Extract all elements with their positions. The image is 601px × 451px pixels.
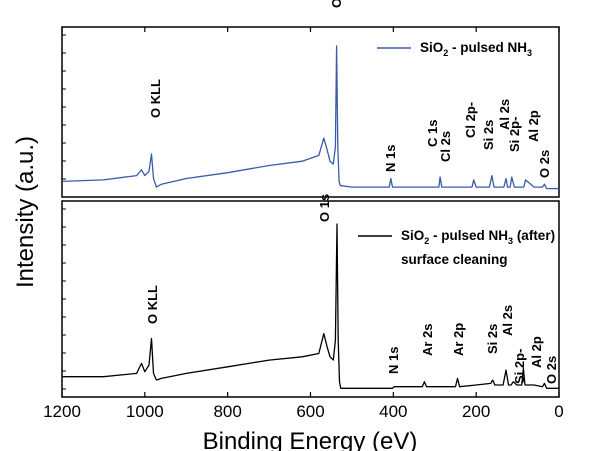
series-line-0	[61, 45, 559, 190]
series-bottom-group	[62, 223, 559, 389]
peak-label: Si 2s	[485, 324, 500, 354]
peak-label: O 1s	[317, 194, 332, 222]
peak-label: N 1s	[386, 347, 401, 374]
legend-bottom-label-line2: surface cleaning	[401, 252, 508, 267]
x-tick-label: 800	[213, 402, 241, 421]
x-tick-label: 200	[462, 402, 490, 421]
legend-top-label: SiO2 - pulsed NH3	[420, 40, 532, 58]
peak-label: O 2s	[537, 150, 552, 178]
peak-label: O 1s	[329, 0, 344, 8]
x-tick-label: 400	[379, 402, 407, 421]
peak-label: Si 2p-	[512, 349, 527, 384]
legend-bottom: SiO2 - pulsed NH3 (after) surface cleani…	[358, 228, 555, 267]
x-tick-label: 1000	[126, 402, 164, 421]
axis-ticks: 1200 1000 800 600 400 200 0	[43, 27, 564, 421]
peak-label: N 1s	[383, 145, 398, 172]
peak-label: Al 2s	[500, 305, 515, 336]
peak-label: Al 2s	[497, 99, 512, 130]
peak-label: O 2s	[544, 356, 559, 384]
peak-label: O KLL	[148, 79, 163, 118]
peak-label: Si 2s	[481, 120, 496, 150]
x-tick-label: 600	[296, 402, 324, 421]
series-line-1	[62, 223, 559, 389]
peak-label: Ar 2p	[451, 323, 466, 356]
x-axis-title: Binding Energy (eV)	[203, 428, 418, 451]
peak-label: Cl 2p-	[463, 102, 478, 138]
legend-top: SiO2 - pulsed NH3	[377, 40, 532, 58]
legend-bottom-label: SiO2 - pulsed NH3 (after)	[401, 228, 555, 246]
x-tick-label: 1200	[43, 402, 81, 421]
x-tick-label: 0	[554, 402, 563, 421]
peak-label: Si 2p-	[507, 117, 522, 152]
peak-label: O KLL	[145, 285, 160, 324]
y-axis-title: Intensity (a.u.)	[12, 136, 39, 288]
peak-label: Ar 2s	[420, 323, 435, 356]
peak-label: Cl 2s	[438, 131, 453, 162]
peak-label: Al 2p	[526, 110, 541, 142]
series-top-group	[61, 45, 559, 190]
peak-label: C 1s	[425, 120, 440, 147]
peak-label: Al 2p	[529, 336, 544, 368]
